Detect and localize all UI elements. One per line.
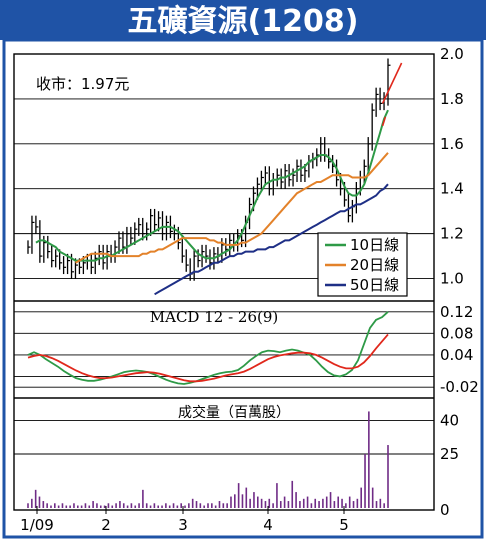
price-panel — [27, 58, 403, 296]
y-tick-label: 0 — [440, 501, 450, 519]
y-tick-label: 40 — [440, 411, 459, 429]
x-axis: 1/09 2 3 4 5 — [20, 506, 349, 534]
macd-line — [27, 311, 389, 385]
title-banner — [0, 0, 486, 40]
legend-label-ma20: 20日線 — [350, 256, 399, 274]
trend-line — [381, 116, 387, 127]
x-tick-label: 4 — [263, 516, 273, 534]
series-line-ma20 — [75, 152, 389, 264]
volume-panel — [27, 411, 389, 508]
x-tick-label: 1/09 — [20, 516, 54, 534]
y-tick-label: 0.12 — [440, 303, 473, 321]
legend-label-ma10: 10日線 — [350, 236, 399, 254]
y-tick-label: 1.6 — [440, 135, 464, 153]
y-tick-label: 1.2 — [440, 225, 464, 243]
y-tick-label: 1.0 — [440, 270, 464, 288]
legend-label-ma50: 50日線 — [350, 276, 399, 294]
y-tick-label: -0.02 — [440, 378, 479, 396]
y-tick-label: 0.08 — [440, 324, 473, 342]
series-line-ma50 — [154, 183, 389, 296]
trend-line — [381, 62, 403, 104]
signal-line — [27, 333, 389, 383]
legend: 10日線 20日線 50日線 — [317, 232, 408, 297]
volume-title: 成交量（百萬股） — [178, 404, 290, 421]
y-tick-label: 2.0 — [440, 45, 464, 63]
y-tick-label: 1.8 — [440, 90, 464, 108]
x-tick-label: 5 — [339, 516, 349, 534]
close-price-label: 收市：1.97元 — [36, 75, 129, 93]
macd-title: MACD 12 - 26(9) — [150, 308, 279, 326]
chart-title: 五礦資源(1208) — [128, 4, 359, 39]
y-axis-labels: 1.0 1.2 1.4 1.6 1.8 2.0 0.12 0.08 0.04 -0.02 40 25 0 — [440, 45, 479, 519]
y-tick-label: 25 — [440, 445, 459, 463]
x-tick-label: 3 — [178, 516, 188, 534]
y-tick-label: 1.4 — [440, 180, 464, 198]
y-tick-label: 0.04 — [440, 346, 473, 364]
close-label-bg — [29, 70, 149, 96]
series-line-ma10 — [35, 109, 389, 262]
macd-panel — [27, 311, 389, 385]
x-tick-label: 2 — [101, 516, 111, 534]
outer-frame — [2, 38, 484, 539]
